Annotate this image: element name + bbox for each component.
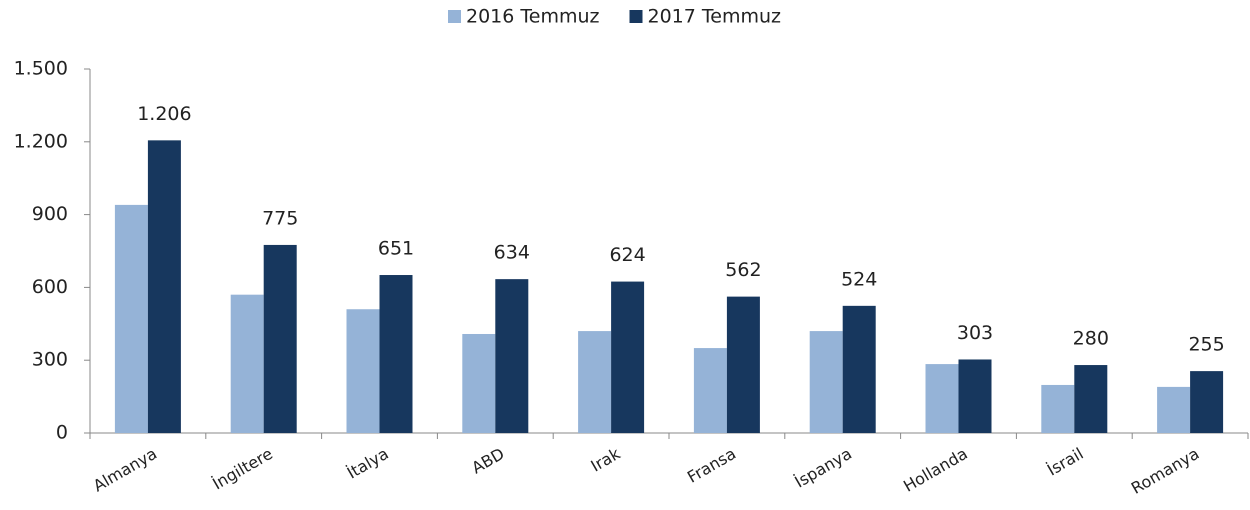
data-label: 303	[957, 322, 993, 344]
bar	[263, 244, 297, 433]
legend-label: 2017 Temmuz	[648, 6, 782, 28]
bar	[925, 364, 959, 433]
x-tick-label: İsrail	[1044, 444, 1087, 480]
x-tick-label: İtalya	[344, 444, 392, 483]
bar	[147, 140, 181, 433]
data-label: 624	[609, 244, 645, 266]
bar	[726, 296, 760, 433]
x-tick-label: ABD	[468, 444, 507, 478]
bar	[230, 294, 264, 433]
x-tick-label: Fransa	[684, 444, 739, 487]
data-label: 524	[841, 268, 877, 290]
legend-swatch	[448, 10, 461, 23]
data-label: 634	[494, 242, 530, 264]
x-tick-label: Romanya	[1128, 444, 1202, 498]
y-tick-label: 900	[32, 203, 68, 225]
bar	[842, 305, 876, 433]
y-tick-label: 600	[32, 276, 68, 298]
x-tick-label: Almanya	[90, 444, 160, 496]
data-label: 1.206	[137, 103, 191, 125]
bar	[379, 275, 413, 433]
data-label: 280	[1073, 328, 1109, 350]
bar	[1157, 386, 1191, 433]
data-label: 775	[262, 207, 298, 229]
bar	[958, 359, 992, 433]
y-tick-label: 1.500	[14, 58, 68, 80]
data-label: 255	[1188, 334, 1224, 356]
bar	[611, 281, 645, 433]
bar	[1041, 384, 1075, 433]
y-tick-label: 300	[32, 349, 68, 371]
x-tick-label: İngiltere	[209, 444, 276, 494]
legend-label: 2016 Temmuz	[466, 6, 600, 28]
bar	[114, 204, 148, 433]
bar	[809, 331, 843, 433]
x-tick-label: Irak	[588, 444, 624, 476]
bar	[1074, 365, 1108, 433]
bar	[462, 333, 496, 433]
bar	[693, 348, 727, 433]
bar	[346, 309, 380, 433]
x-tick-label: Hollanda	[900, 444, 971, 496]
y-tick-label: 0	[56, 422, 68, 444]
bar	[495, 279, 529, 433]
bar	[578, 331, 612, 433]
legend-swatch	[629, 10, 643, 23]
bar	[1190, 371, 1224, 433]
y-tick-label: 1.200	[14, 130, 68, 152]
data-label: 562	[725, 259, 761, 281]
x-tick-label: İspanya	[791, 444, 855, 492]
data-label: 651	[378, 238, 414, 260]
